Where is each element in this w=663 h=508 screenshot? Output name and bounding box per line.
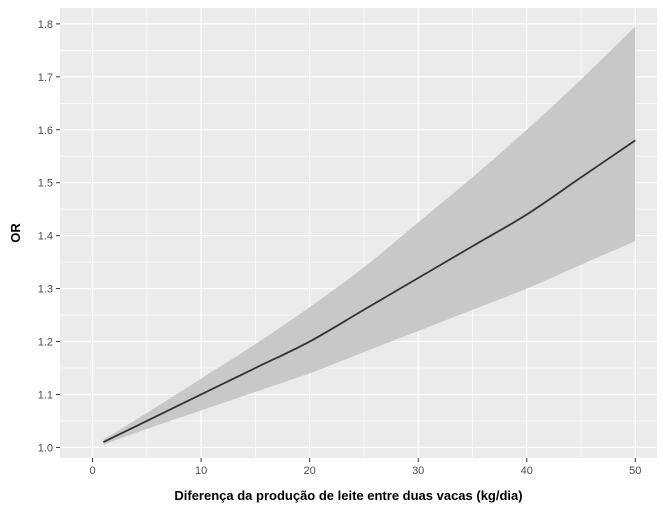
x-tick-label: 40 — [521, 465, 533, 477]
y-tick-label: 1.7 — [38, 72, 53, 84]
y-tick-label: 1.5 — [38, 178, 53, 190]
x-tick-label: 0 — [90, 465, 96, 477]
y-tick-label: 1.6 — [38, 125, 53, 137]
odds-ratio-line — [103, 139, 636, 443]
y-tick-label: 1.1 — [38, 389, 53, 401]
y-axis-ticks: 1.0 1.1 1.2 1.3 1.4 1.5 1.6 1.7 1.8 — [38, 19, 60, 454]
x-tick-label: 50 — [629, 465, 641, 477]
x-tick-label: 30 — [412, 465, 424, 477]
x-tick-label: 10 — [195, 465, 207, 477]
y-tick-label: 1.0 — [38, 442, 53, 454]
confidence-band — [103, 26, 636, 445]
x-axis-title: Diferença da produção de leite entre dua… — [174, 488, 522, 503]
y-tick-label: 1.2 — [38, 337, 53, 349]
y-axis-title: OR — [8, 223, 23, 243]
x-tick-label: 20 — [304, 465, 316, 477]
y-tick-label: 1.3 — [38, 284, 53, 296]
y-tick-label: 1.4 — [38, 231, 53, 243]
y-tick-label: 1.8 — [38, 19, 53, 31]
x-axis-ticks: 0 10 20 30 40 50 — [90, 458, 641, 477]
